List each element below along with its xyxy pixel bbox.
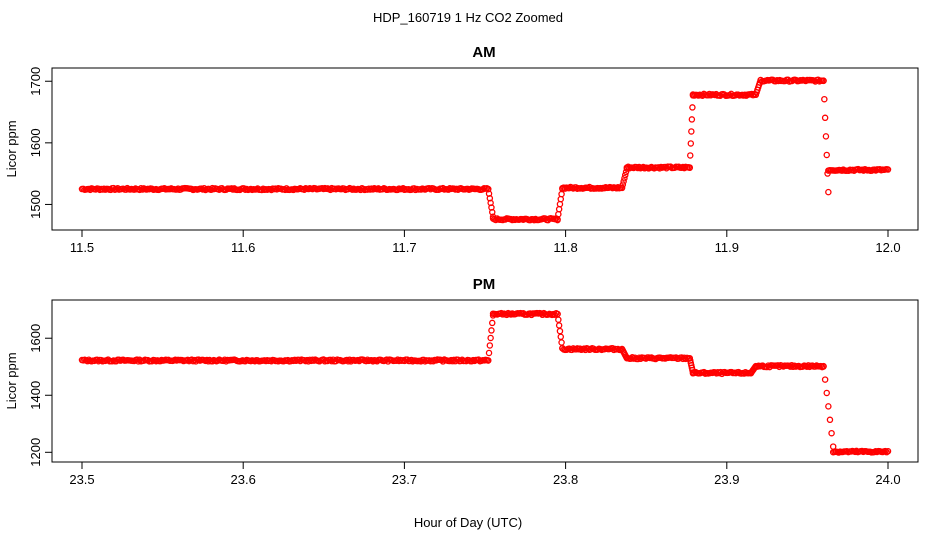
pm-data-point <box>93 356 101 364</box>
pm-data-point <box>823 389 830 397</box>
pm-data-point <box>826 416 834 424</box>
pm-x-tick-label: 23.5 <box>69 472 94 487</box>
am-data-point <box>689 104 696 111</box>
am-data-point <box>884 166 892 173</box>
pm-data-point <box>486 342 494 349</box>
am-data-point <box>822 133 830 140</box>
pm-data-point <box>555 322 563 329</box>
am-x-tick-label: 11.9 <box>715 240 739 255</box>
am-data-point <box>561 185 569 192</box>
am-data-point <box>825 188 832 196</box>
pm-plot-frame <box>51 299 919 463</box>
am-points <box>78 76 892 224</box>
pm-data-point <box>820 362 827 370</box>
am-data-point <box>688 128 695 135</box>
am-data-point <box>687 152 694 159</box>
am-data-point <box>687 140 695 147</box>
pm-data-point <box>555 316 562 323</box>
am-data-point <box>556 200 564 208</box>
pm-data-point <box>189 357 197 365</box>
am-y-tick-label: 1700 <box>28 67 43 96</box>
pm-data-point <box>485 349 493 357</box>
am-data-point <box>622 168 630 176</box>
am-panel: AM Licor ppm 11.5 11.6 11.7 11.8 11.9 12.0 15… <box>4 44 919 255</box>
am-x-tick-label: 11.6 <box>231 240 255 255</box>
pm-data-point <box>328 357 336 365</box>
pm-data-point <box>829 443 837 450</box>
pm-x-tick-label: 23.6 <box>231 472 256 487</box>
x-axis-label: Hour of Day (UTC) <box>414 515 522 530</box>
pm-x-tick-label: 24.0 <box>875 472 900 487</box>
am-x-tick-label: 11.8 <box>553 240 577 255</box>
am-data-point <box>621 175 628 182</box>
am-y-axis-label: Licor ppm <box>4 120 19 177</box>
am-plot-frame <box>51 67 919 231</box>
pm-y-ticks: 1200 1400 1600 <box>28 324 52 467</box>
am-data-point <box>821 95 828 103</box>
pm-data-point <box>557 333 565 341</box>
pm-data-point <box>498 309 505 317</box>
pm-x-tick-label: 23.8 <box>553 472 578 487</box>
figure-suptitle: HDP_160719 1 Hz CO2 Zoomed <box>373 10 563 25</box>
am-x-tick-label: 12.0 <box>875 240 900 255</box>
am-data-point <box>557 195 565 203</box>
am-data-point <box>621 171 629 179</box>
pm-data-point <box>484 357 492 364</box>
pm-data-point <box>551 311 559 318</box>
pm-x-tick-label: 23.7 <box>392 472 417 487</box>
am-data-point <box>620 178 627 185</box>
pm-y-tick-label: 1400 <box>28 381 43 410</box>
am-data-point <box>228 185 235 192</box>
pm-data-point <box>884 447 892 455</box>
pm-panel: PM Licor ppm 23.5 23.6 23.7 23.8 23.9 24.0 12… <box>4 276 919 487</box>
pm-panel-title: PM <box>473 276 496 293</box>
pm-data-point <box>487 334 494 342</box>
am-x-tick-label: 11.5 <box>70 240 94 255</box>
am-data-point <box>558 190 565 198</box>
am-data-point <box>555 205 563 213</box>
am-panel-title: AM <box>472 44 495 61</box>
am-data-point <box>821 114 829 122</box>
pm-data-point <box>556 327 564 335</box>
pm-data-point <box>488 327 495 334</box>
pm-data-point <box>828 429 835 437</box>
pm-x-tick-label: 23.9 <box>714 472 739 487</box>
pm-data-point <box>558 339 565 346</box>
pm-data-point <box>364 356 371 364</box>
pm-points <box>78 309 892 456</box>
am-y-ticks: 1500 1600 1700 <box>28 67 52 219</box>
am-data-point <box>619 181 627 188</box>
am-data-point <box>618 184 626 192</box>
pm-data-point <box>821 376 829 383</box>
pm-y-axis-label: Licor ppm <box>4 352 19 409</box>
am-x-tick-label: 11.7 <box>392 240 416 255</box>
am-y-tick-label: 1600 <box>28 128 43 157</box>
am-y-tick-label: 1500 <box>28 190 43 219</box>
pm-y-tick-label: 1600 <box>28 324 43 353</box>
am-data-point <box>688 116 696 123</box>
am-data-point <box>555 210 562 218</box>
am-data-point <box>823 151 830 159</box>
pm-x-ticks: 23.5 23.6 23.7 23.8 23.9 24.0 <box>69 462 901 487</box>
pm-data-point <box>488 319 496 327</box>
pm-data-point <box>882 447 889 455</box>
pm-y-tick-label: 1200 <box>28 438 43 467</box>
pm-data-point <box>825 403 832 410</box>
am-x-ticks: 11.5 11.6 11.7 11.8 11.9 12.0 <box>70 230 901 255</box>
am-data-point <box>686 164 693 171</box>
am-data-point <box>820 77 827 84</box>
am-data-point <box>394 186 401 194</box>
